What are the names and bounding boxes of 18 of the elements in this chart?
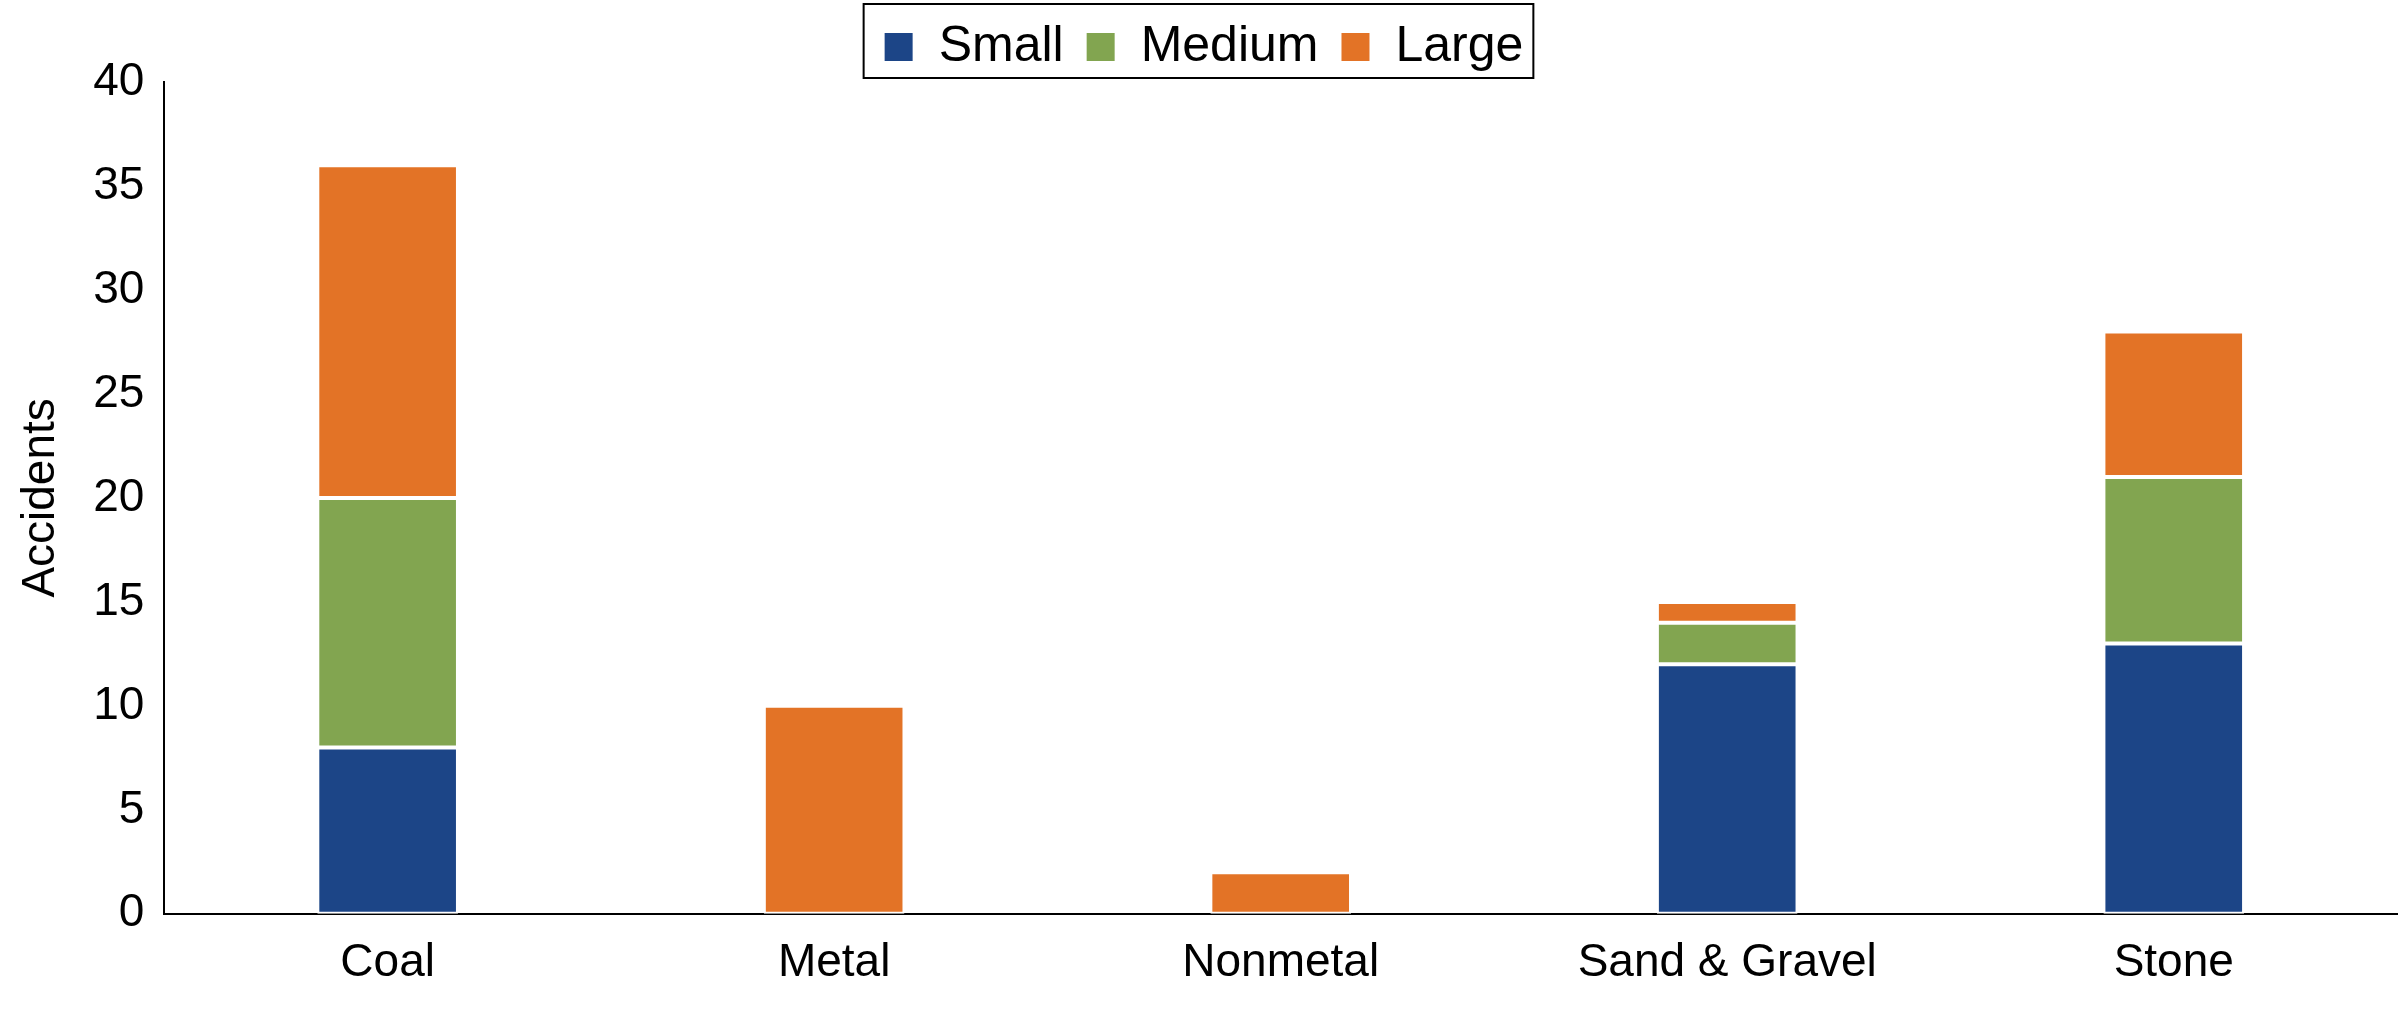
y-tick-label: 10: [93, 676, 145, 729]
y-axis-title: Accidents: [12, 398, 65, 598]
legend-label: Medium: [1140, 15, 1319, 72]
y-tick-label: 40: [93, 52, 145, 105]
y-tick-label: 15: [93, 572, 145, 625]
x-tick-label: Coal: [340, 934, 435, 987]
legend-label: Large: [1395, 15, 1524, 72]
y-tick-label: 35: [93, 156, 145, 209]
y-tick-label: 30: [93, 260, 145, 313]
legend-label: Small: [938, 15, 1064, 72]
x-tick-label: Sand & Gravel: [1577, 934, 1877, 987]
x-tick-label: Metal: [777, 934, 891, 987]
y-tick-label: 20: [93, 468, 145, 521]
y-tick-label: 5: [118, 780, 145, 833]
x-tick-label: Stone: [2113, 934, 2234, 987]
x-tick-label: Nonmetal: [1182, 934, 1380, 987]
y-tick-label: 0: [118, 884, 145, 937]
y-tick-label: 25: [93, 364, 145, 417]
